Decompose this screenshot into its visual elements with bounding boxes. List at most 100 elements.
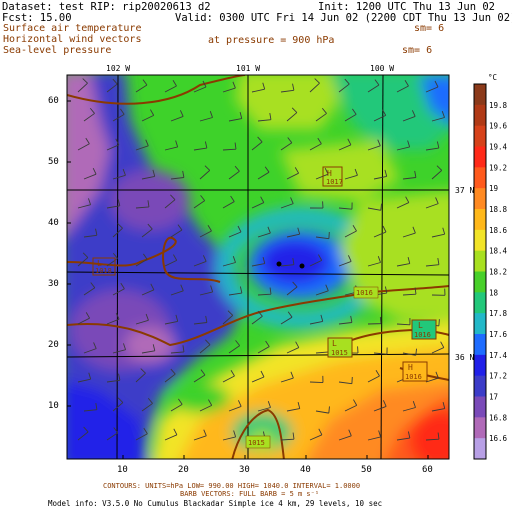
x-tick: 40 <box>300 465 311 475</box>
x-tick: 50 <box>361 465 372 475</box>
wind-barb <box>338 315 353 325</box>
pressure-label-h-1016: H 1016 <box>402 361 428 382</box>
wind-barb <box>193 141 208 151</box>
wind-barb <box>338 202 353 210</box>
wind-barb <box>170 224 183 238</box>
longitude-label: 100 W <box>370 64 394 73</box>
wind-barb <box>164 368 176 383</box>
wind-barb <box>83 342 97 354</box>
wind-barb <box>315 107 327 122</box>
colorbar: °C 19.819.619.419.21918.818.618.418.2181… <box>473 73 508 460</box>
colorbar-unit: °C <box>488 73 497 82</box>
valid-time-label: Valid: 0300 UTC Fri 14 Jun 02 (2200 CDT … <box>175 12 512 24</box>
wind-barb <box>338 78 350 93</box>
wind-barb <box>286 167 300 180</box>
wind-barb <box>106 373 121 383</box>
pressure-label-value: 1015 <box>248 439 265 447</box>
wind-barb <box>193 80 207 93</box>
wind-barb <box>396 196 410 209</box>
colorbar-swatch <box>474 104 486 127</box>
pressure-label-letter: H <box>408 363 413 372</box>
wind-barb <box>344 108 357 122</box>
wind-barb <box>106 199 121 209</box>
map-frame <box>66 74 450 460</box>
wind-barb <box>228 400 242 412</box>
wind-barb <box>280 432 295 441</box>
wind-barb <box>141 223 153 238</box>
wind-barb <box>425 432 440 441</box>
wind-barb <box>280 371 294 383</box>
wind-barb <box>309 254 323 267</box>
colorbar-label: 19.4 <box>489 143 508 152</box>
colorbar-swatches <box>473 83 487 460</box>
x-tick: 60 <box>422 465 433 475</box>
wind-barb <box>309 201 324 209</box>
dataset-label: Dataset: test RIP: rip20020613 d2 <box>2 1 211 13</box>
wind-barb <box>396 80 409 93</box>
wind-barb <box>315 284 329 296</box>
colorbar-swatch <box>474 125 486 147</box>
wind-barb <box>193 315 208 325</box>
wind-barb <box>431 288 446 296</box>
wind-barb <box>228 225 242 238</box>
x-axis-ticks: 10 20 30 40 50 60 <box>117 465 433 475</box>
colorbar-label: 17 <box>489 393 498 402</box>
pressure-label-h-1017: H 1017 <box>322 166 343 187</box>
y-tick: 20 <box>48 340 59 350</box>
wind-barb <box>112 282 125 296</box>
wind-barb <box>77 426 89 441</box>
wind-barb <box>83 107 95 122</box>
wind-barb <box>367 79 380 93</box>
wind-barb <box>170 170 185 180</box>
y-tick: 60 <box>48 96 59 106</box>
colorbar-label: 18.4 <box>489 247 508 256</box>
colorbar-label: 19 <box>489 184 498 193</box>
pressure-label-value: 1016 <box>356 289 373 297</box>
pressure-label-l-1015: L 1015 <box>327 337 353 358</box>
wind-barb <box>402 287 417 296</box>
wind-barb <box>222 142 237 151</box>
colorbar-label: 18.6 <box>489 226 508 235</box>
y-tick: 50 <box>48 157 59 167</box>
wind-barb <box>315 167 329 180</box>
forecast-hour-label: Fcst: 15.00 <box>2 12 72 24</box>
wind-barb <box>83 282 96 296</box>
pressure-label-letter: L <box>332 339 337 348</box>
wind-barb <box>141 169 156 180</box>
colorbar-swatch <box>474 250 486 272</box>
wind-barb <box>280 83 295 93</box>
wind-barb <box>135 427 148 441</box>
wind-barb <box>199 339 211 354</box>
pressure-label-value: 1017 <box>326 178 343 186</box>
y-tick: 30 <box>48 279 59 289</box>
wind-barb <box>199 225 212 238</box>
wind-barb <box>431 227 446 238</box>
pressure-label-1015: 1015 <box>245 435 271 449</box>
pressure-label-1016: 1016 <box>353 286 379 299</box>
state-borders <box>67 75 449 459</box>
wind-barb <box>396 256 411 267</box>
wind-barb <box>222 370 235 383</box>
wind-barb <box>164 428 178 441</box>
pressure-label-value: 1015 <box>331 349 348 357</box>
wind-barb <box>425 258 440 267</box>
wind-barb <box>199 285 214 296</box>
wind-barb <box>344 399 358 412</box>
wind-barb <box>286 341 300 354</box>
wind-barb <box>228 286 243 296</box>
wind-barb <box>141 109 155 122</box>
smoothing-label-2: sm= 6 <box>402 45 433 56</box>
colorbar-label: 16.6 <box>489 434 508 443</box>
wind-barb <box>77 312 91 325</box>
wind-barb <box>367 370 380 383</box>
colorbar-swatch <box>474 84 486 106</box>
wind-barb <box>251 370 265 383</box>
wind-barb <box>425 197 439 209</box>
wind-barb <box>141 283 155 296</box>
wind-barb <box>83 167 97 180</box>
wind-barb <box>222 310 234 325</box>
wind-barb <box>338 255 352 267</box>
wind-barb <box>315 231 330 240</box>
wind-barb <box>257 166 270 180</box>
field-surface-temperature: Surface air temperature <box>3 23 142 34</box>
